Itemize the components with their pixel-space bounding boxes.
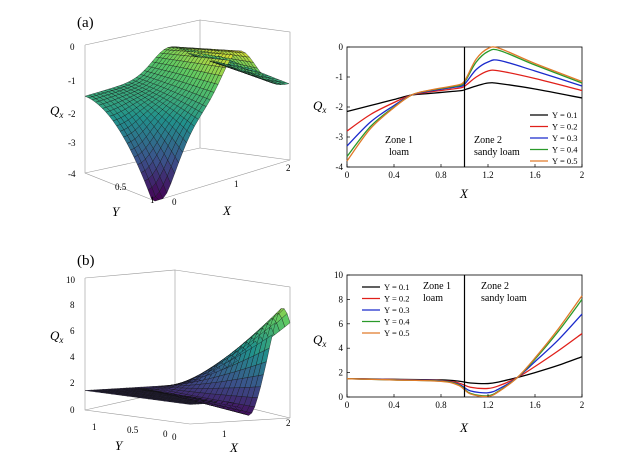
legend-entry: Y = 0.3 — [552, 133, 578, 143]
b-surf-zlabel: Qx — [50, 328, 63, 345]
a-surf-xtick: 2 — [286, 163, 291, 173]
surface-cell — [240, 412, 249, 416]
series-line-Y0-3 — [346, 59, 583, 147]
a-zone2-soil: sandy loam — [474, 147, 520, 158]
line-chart-a: 0 0.4 0.8 1.2 1.6 2 0 -1 -2 -3 -4 Zone 1 loam Zon… — [313, 42, 584, 201]
x-tick-label: 0.8 — [435, 170, 447, 180]
a-surf-ztick: -4 — [68, 169, 76, 179]
x-tick-label: 1.2 — [482, 170, 493, 180]
a-xlabel: X — [459, 186, 469, 201]
a-zone1-title: Zone 1 — [385, 135, 413, 146]
series-line-Y0-1 — [346, 82, 583, 113]
y-tick-label: 2 — [339, 368, 344, 378]
a-surf-ztick: -3 — [68, 138, 76, 148]
surface-mesh-a — [84, 46, 290, 202]
x-tick-label: 0.8 — [435, 400, 447, 410]
surface-mesh-b — [84, 308, 291, 416]
x-tick-label: 1.2 — [482, 400, 493, 410]
a-legend: Y = 0.1 Y = 0.2Y = 0.3 Y = 0.4Y = 0.5 — [530, 110, 578, 166]
b-surf-ztick: 10 — [66, 275, 76, 285]
b-surf-ztick: 4 — [70, 352, 75, 362]
b-surf-xtick: 0 — [172, 432, 177, 442]
a-ylabel: Qx — [313, 98, 326, 115]
a-surf-ztick: -2 — [68, 109, 76, 119]
b-legend: Y = 0.1 Y = 0.2Y = 0.3 Y = 0.4Y = 0.5 — [362, 282, 410, 338]
legend-entry: Y = 0.2 — [384, 294, 410, 304]
panel-label-b: (b) — [77, 253, 95, 269]
b-zone1-soil: loam — [423, 293, 443, 304]
b-surf-ytick: 0.5 — [127, 425, 139, 435]
a-surf-ztick: 0 — [70, 42, 75, 52]
y-tick-label: 0 — [339, 392, 344, 402]
b-zone2-soil: sandy loam — [481, 293, 527, 304]
b-surf-xlabel: X — [229, 440, 239, 455]
b-xlabel: X — [459, 420, 469, 435]
legend-entry: Y = 0.4 — [384, 317, 410, 327]
a-xticks: 0 0.4 0.8 1.2 1.6 2 — [345, 164, 585, 180]
a-series-group — [346, 46, 583, 162]
b-surf-ztick: 8 — [70, 300, 75, 310]
y-tick-label: 8 — [339, 294, 344, 304]
y-tick-label: -3 — [336, 132, 344, 142]
b-xticks: 0 0.4 0.8 1.2 1.6 2 — [345, 394, 585, 410]
a-surf-xtick: 0 — [172, 197, 177, 207]
a-surf-xlabel: X — [222, 203, 232, 218]
b-surf-ylabel: Y — [115, 438, 124, 453]
x-tick-label: 1.6 — [529, 170, 541, 180]
y-tick-label: -1 — [336, 72, 344, 82]
a-surf-zlabel: Qx — [50, 103, 63, 120]
panel-label-a: (a) — [77, 15, 94, 31]
x-tick-label: 2 — [580, 400, 585, 410]
a-surf-ylabel: Y — [112, 204, 121, 219]
a-surf-xtick: 1 — [234, 179, 239, 189]
y-tick-label: 4 — [339, 343, 344, 353]
a-surf-ztick: -1 — [68, 76, 76, 86]
surface-cell — [151, 196, 160, 202]
b-zone1-title: Zone 1 — [423, 281, 451, 292]
a-surf-ytick: 1 — [150, 195, 155, 205]
y-tick-label: 10 — [334, 270, 344, 280]
a-zone2-title: Zone 2 — [474, 135, 502, 146]
b-yticks: 10 8 6 4 2 0 — [334, 270, 350, 402]
surface-cell — [273, 82, 282, 85]
a-yticks: 0 -1 -2 -3 -4 — [336, 42, 350, 172]
b-surf-ytick: 0 — [163, 429, 168, 439]
x-tick-label: 0.4 — [388, 170, 400, 180]
a-zone1-soil: loam — [389, 147, 409, 158]
x-tick-label: 0 — [345, 170, 350, 180]
legend-entry: Y = 0.5 — [552, 156, 578, 166]
a-surf-ytick: 0.5 — [115, 182, 127, 192]
surface-plot-a: 0 -1 -2 -3 -4 0 1 2 0.5 1 Qx Y X — [50, 19, 291, 219]
legend-entry: Y = 0.3 — [384, 305, 410, 315]
x-tick-label: 0.4 — [388, 400, 400, 410]
y-tick-label: -4 — [336, 162, 344, 172]
surface-cell — [184, 403, 193, 405]
b-surf-ytick: 1 — [92, 422, 97, 432]
b-ylabel: Qx — [313, 332, 326, 349]
surface-plot-b: 10 8 6 4 2 0 1 0.5 0 0 1 2 Qx Y X — [50, 269, 291, 455]
legend-entry: Y = 0.1 — [552, 110, 578, 120]
x-tick-label: 0 — [345, 400, 350, 410]
series-line-Y0-2 — [346, 69, 583, 132]
b-surf-ztick: 2 — [70, 378, 75, 388]
x-tick-label: 2 — [580, 170, 585, 180]
line-chart-b: 0 0.4 0.8 1.2 1.6 2 10 8 6 4 2 0 Zone 1 loam Zone … — [313, 270, 584, 435]
y-tick-label: -2 — [336, 102, 344, 112]
x-tick-label: 1.6 — [529, 400, 541, 410]
legend-entry: Y = 0.5 — [384, 328, 410, 338]
legend-entry: Y = 0.1 — [384, 282, 410, 292]
b-surf-xtick: 2 — [286, 418, 291, 428]
b-surf-ztick: 6 — [70, 326, 75, 336]
y-tick-label: 6 — [339, 319, 344, 329]
legend-entry: Y = 0.4 — [552, 145, 578, 155]
b-surf-ztick: 0 — [70, 405, 75, 415]
y-tick-label: 0 — [339, 42, 344, 52]
b-surf-xtick: 1 — [222, 429, 227, 439]
b-zone2-title: Zone 2 — [481, 281, 509, 292]
series-line-Y0-5 — [346, 46, 583, 162]
legend-entry: Y = 0.2 — [552, 122, 578, 132]
